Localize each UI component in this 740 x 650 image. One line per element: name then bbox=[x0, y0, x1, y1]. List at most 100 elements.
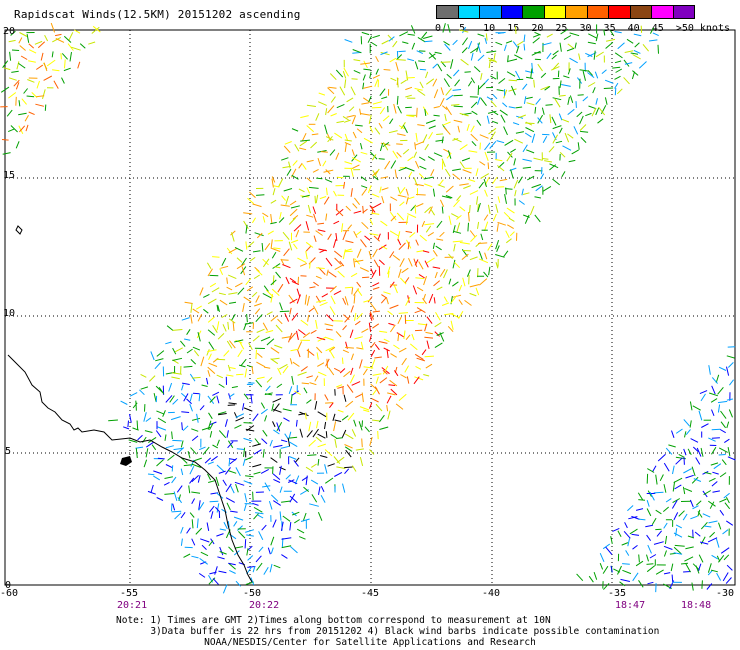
wind-barb bbox=[257, 514, 264, 519]
wind-barb bbox=[323, 196, 330, 205]
wind-barb bbox=[411, 42, 416, 50]
wind-barb bbox=[423, 276, 427, 286]
wind-barb bbox=[361, 392, 364, 403]
wind-barb bbox=[270, 221, 277, 225]
wind-barb bbox=[480, 97, 487, 106]
wind-barb bbox=[513, 158, 516, 166]
wind-barb bbox=[20, 55, 28, 60]
wind-barb bbox=[226, 247, 233, 255]
wind-barb bbox=[360, 62, 371, 65]
wind-barb bbox=[417, 89, 426, 96]
wind-barb bbox=[209, 396, 216, 403]
wind-barb bbox=[442, 121, 451, 126]
wind-barb bbox=[424, 143, 429, 151]
wind-barb bbox=[567, 43, 575, 49]
wind-barb bbox=[186, 329, 191, 335]
wind-barb bbox=[426, 316, 433, 324]
wind-barb bbox=[613, 568, 621, 573]
wind-barb bbox=[363, 137, 373, 144]
wind-barb bbox=[517, 176, 523, 184]
wind-barb bbox=[325, 136, 334, 141]
wind-barb bbox=[186, 527, 191, 534]
wind-barb bbox=[307, 314, 310, 322]
wind-barb bbox=[632, 572, 639, 582]
wind-barb bbox=[530, 68, 533, 79]
wind-barb bbox=[478, 181, 484, 189]
island bbox=[120, 456, 132, 466]
wind-barb bbox=[344, 468, 350, 475]
wind-barb bbox=[441, 105, 448, 110]
wind-barb bbox=[240, 358, 247, 367]
wind-barb bbox=[252, 335, 260, 342]
wind-barb bbox=[289, 277, 297, 283]
wind-barb bbox=[415, 239, 419, 246]
wind-barb bbox=[477, 221, 480, 229]
wind-barb bbox=[374, 356, 382, 359]
wind-barb bbox=[700, 447, 704, 457]
wind-barb bbox=[362, 368, 368, 376]
wind-barb bbox=[532, 37, 540, 44]
wind-barb bbox=[397, 105, 402, 114]
wind-barb bbox=[502, 102, 508, 108]
wind-barb bbox=[369, 233, 379, 236]
wind-barb bbox=[386, 395, 392, 404]
wind-barb bbox=[561, 171, 566, 178]
wind-barb bbox=[655, 474, 658, 485]
wind-barb bbox=[671, 499, 678, 509]
wind-barb bbox=[484, 37, 488, 44]
wind-barb bbox=[522, 144, 528, 153]
wind-barb bbox=[414, 61, 419, 70]
wind-barb bbox=[362, 82, 365, 90]
wind-barb bbox=[191, 555, 199, 559]
wind-barb bbox=[301, 194, 310, 198]
wind-barb bbox=[249, 191, 256, 198]
wind-barb bbox=[424, 260, 429, 268]
wind-barb bbox=[225, 483, 232, 493]
wind-barb bbox=[369, 71, 372, 79]
wind-barb bbox=[216, 533, 224, 537]
wind-barb bbox=[384, 160, 391, 170]
wind-barb bbox=[352, 164, 360, 169]
wind-barb bbox=[209, 571, 217, 575]
wind-barb bbox=[172, 329, 183, 331]
wind-barb bbox=[452, 240, 463, 243]
wind-barb bbox=[308, 307, 315, 313]
wind-barb bbox=[695, 457, 701, 465]
wind-barb bbox=[281, 537, 292, 540]
wind-barb bbox=[478, 250, 483, 260]
wind-barb bbox=[288, 217, 296, 225]
wind-barb bbox=[151, 444, 157, 451]
wind-barb bbox=[468, 40, 473, 50]
wind-barb bbox=[28, 60, 36, 63]
wind-barb bbox=[452, 89, 462, 91]
wind-barb bbox=[342, 325, 347, 331]
wind-barb bbox=[514, 189, 517, 197]
wind-barb bbox=[390, 196, 398, 201]
wind-barb bbox=[450, 295, 458, 304]
wind-barb bbox=[523, 96, 527, 104]
wind-barb bbox=[372, 74, 380, 79]
wind-barb bbox=[256, 232, 263, 239]
wind-barb bbox=[717, 400, 728, 404]
wind-barb bbox=[361, 31, 370, 36]
wind-barb bbox=[356, 288, 363, 296]
wind-barb bbox=[603, 29, 606, 36]
wind-barb bbox=[262, 216, 266, 223]
wind-barb bbox=[279, 363, 288, 370]
wind-barb bbox=[294, 390, 301, 396]
wind-barb bbox=[290, 394, 293, 405]
wind-barb bbox=[356, 128, 363, 134]
wind-barb bbox=[663, 462, 670, 472]
wind-barb bbox=[515, 70, 521, 80]
wind-barb bbox=[687, 448, 692, 456]
wind-barb bbox=[197, 331, 201, 342]
wind-barb bbox=[251, 291, 258, 298]
wind-barb bbox=[343, 314, 350, 320]
wind-barb bbox=[136, 420, 139, 430]
wind-barb bbox=[320, 485, 325, 493]
wind-barb bbox=[602, 565, 609, 574]
wind-barb bbox=[282, 231, 290, 241]
wind-barb bbox=[209, 282, 217, 288]
wind-barb bbox=[389, 230, 399, 237]
wind-barb bbox=[375, 56, 379, 63]
